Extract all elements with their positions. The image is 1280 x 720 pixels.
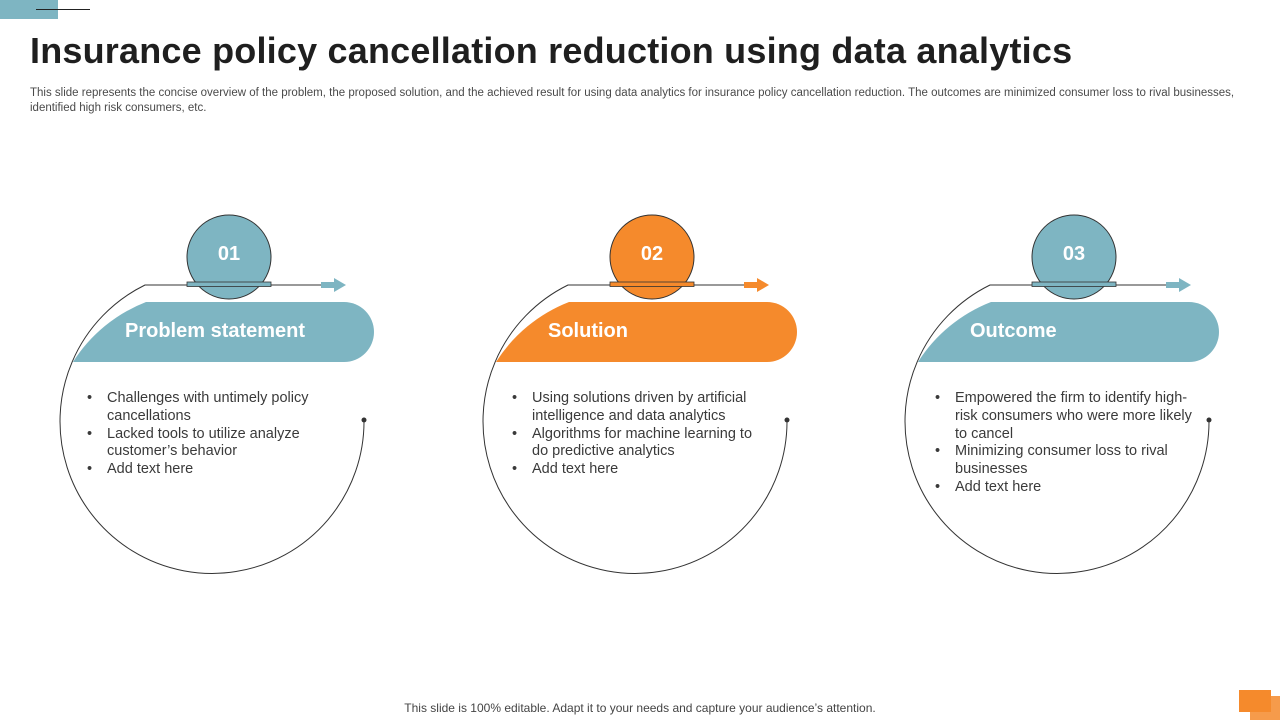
circle-base xyxy=(1031,281,1117,287)
bullet-item: Algorithms for machine learning to do pr… xyxy=(512,426,762,462)
circle-base xyxy=(186,281,272,287)
heading-banner xyxy=(496,302,797,362)
arrow-icon xyxy=(334,278,346,292)
card-outline xyxy=(904,284,1210,574)
card-graphic xyxy=(482,214,797,574)
card-outline xyxy=(482,284,788,574)
heading-banner xyxy=(73,302,374,362)
arrow-icon xyxy=(1179,278,1191,292)
bullet-item: Add text here xyxy=(87,461,327,479)
slide-footer: This slide is 100% editable. Adapt it to… xyxy=(404,701,876,715)
card-heading: Outcome xyxy=(970,320,1057,342)
endpoint-dot xyxy=(784,417,790,423)
circle-base xyxy=(609,281,695,287)
card-solution[interactable]: 02 Solution Using solutions driven by ar… xyxy=(475,200,855,590)
card-problem[interactable]: 01 Problem statement Challenges with unt… xyxy=(52,200,432,590)
number-circle xyxy=(1031,214,1117,300)
bullet-item: Using solutions driven by artificial int… xyxy=(512,390,762,426)
bullet-item: Empowered the firm to identify high-risk… xyxy=(935,390,1197,443)
bullet-list: Empowered the firm to identify high-risk… xyxy=(935,390,1197,497)
heading-banner xyxy=(918,302,1219,362)
card-number: 02 xyxy=(640,243,664,265)
corner-line xyxy=(36,9,90,10)
number-circle xyxy=(609,214,695,300)
slide-title: Insurance policy cancellation reduction … xyxy=(30,30,1073,71)
card-graphic xyxy=(904,214,1219,574)
card-number: 03 xyxy=(1062,243,1086,265)
card-heading: Problem statement xyxy=(125,320,306,342)
bullet-item: Minimizing consumer loss to rival busine… xyxy=(935,443,1197,479)
endpoint-dot xyxy=(1206,417,1212,423)
arrow-body xyxy=(321,282,334,288)
bullet-item: Challenges with untimely policy cancella… xyxy=(87,390,327,426)
card-heading: Solution xyxy=(548,320,628,342)
card-graphic xyxy=(59,214,374,574)
card-outline xyxy=(59,284,365,574)
card-outcome[interactable]: 03 Outcome Empowered the firm to identif… xyxy=(897,200,1277,590)
bullet-item: Add text here xyxy=(935,479,1197,497)
arrow-body xyxy=(744,282,757,288)
corner-accent xyxy=(0,0,58,19)
endpoint-dot xyxy=(361,417,367,423)
bullet-list: Challenges with untimely policy cancella… xyxy=(87,390,327,479)
bullet-item: Add text here xyxy=(512,461,762,479)
arrow-body xyxy=(1166,282,1179,288)
bullet-item: Lacked tools to utilize analyze customer… xyxy=(87,426,327,462)
slide-subtitle: This slide represents the concise overvi… xyxy=(30,87,1235,114)
arrow-icon xyxy=(757,278,769,292)
number-circle xyxy=(186,214,272,300)
bullet-list: Using solutions driven by artificial int… xyxy=(512,390,762,479)
corner-accent-bottom-front xyxy=(1239,690,1271,712)
card-number: 01 xyxy=(217,243,241,265)
